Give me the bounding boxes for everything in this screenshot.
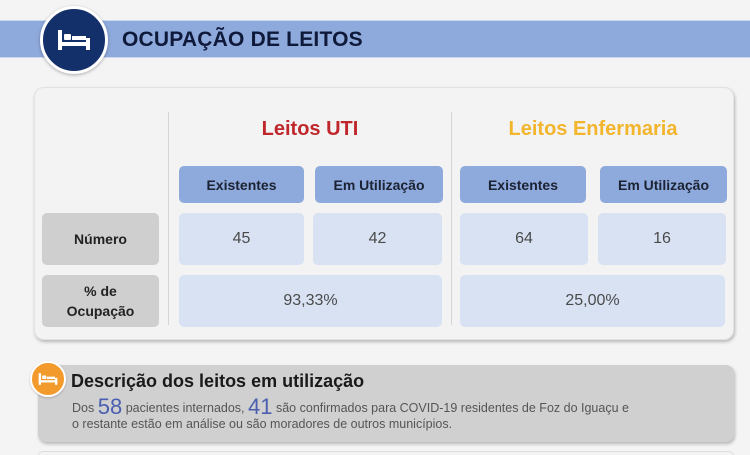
description-icon-badge: [30, 361, 66, 397]
uti-occupancy-value: 93,33%: [179, 275, 442, 327]
description-title: Descrição dos leitos em utilização: [71, 371, 365, 391]
group-title-enfermaria: Leitos Enfermaria: [508, 118, 678, 140]
enfermaria-em-utilizacao-header: Em Utilização: [600, 166, 727, 203]
description-suffix: são confirmados para COVID-19 residentes…: [275, 401, 629, 415]
enfermaria-occupancy-value: 25,00%: [460, 275, 725, 327]
row-label-numero: Número: [42, 213, 159, 265]
description-mid: pacientes internados,: [125, 401, 245, 415]
description-line2: o restante estão em análise ou são morad…: [72, 417, 453, 431]
uti-existentes-header: Existentes: [179, 166, 304, 203]
uti-em-utilizacao-value: 42: [313, 213, 442, 265]
next-card-edge: [38, 451, 734, 455]
enfermaria-existentes-header: Existentes: [460, 166, 586, 203]
bed-icon: [58, 30, 90, 50]
header-icon-badge: [40, 6, 108, 74]
uti-em-utilizacao-header: Em Utilização: [315, 166, 443, 203]
enfermaria-em-utilizacao-value: 16: [598, 213, 726, 265]
total-patients-count: 58: [97, 394, 123, 419]
column-divider: [168, 112, 169, 325]
uti-existentes-value: 45: [179, 213, 304, 265]
row-label-ocupacao: % de Ocupação: [42, 275, 159, 327]
description-box: Descrição dos leitos em utilização Dos 5…: [38, 365, 734, 442]
row-label-ocupacao-line2: Ocupação: [66, 303, 135, 319]
column-divider: [451, 112, 452, 325]
confirmed-count: 41: [248, 394, 273, 419]
group-title-uti: Leitos UTI: [261, 118, 359, 140]
description-prefix: Dos: [72, 401, 95, 415]
row-label-ocupacao-line1: % de: [84, 283, 117, 299]
header-band: [0, 20, 750, 58]
page-title: OCUPAÇÃO DE LEITOS: [122, 28, 363, 51]
description-text: Dos 58 pacientes internados, 41 são conf…: [72, 396, 732, 432]
enfermaria-existentes-value: 64: [460, 213, 588, 265]
bed-icon: [38, 373, 58, 385]
